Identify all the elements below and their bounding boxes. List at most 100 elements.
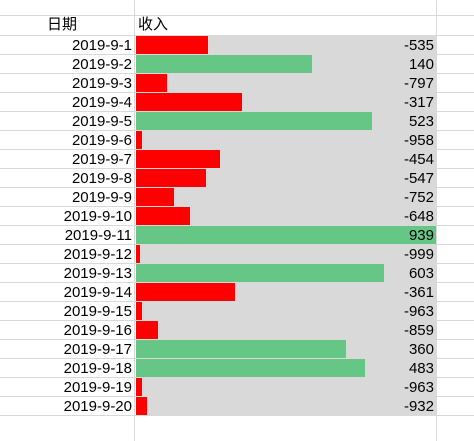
date-cell[interactable]: 2019-9-10 <box>63 208 132 225</box>
table-row[interactable]: 2019-9-7 -454 <box>0 150 474 169</box>
grid-column-line <box>134 0 135 441</box>
negative-data-bar <box>136 131 142 149</box>
table-row[interactable]: 2019-9-4 -317 <box>0 93 474 112</box>
grid-row-line <box>0 149 474 150</box>
income-cell[interactable]: -648 <box>136 207 436 225</box>
date-cell[interactable]: 2019-9-14 <box>63 284 132 301</box>
income-cell[interactable]: -859 <box>136 321 436 339</box>
table-row[interactable]: 2019-9-19 -963 <box>0 378 474 397</box>
table-row[interactable]: 2019-9-12 -999 <box>0 245 474 264</box>
negative-data-bar <box>136 188 174 206</box>
positive-data-bar <box>136 226 436 244</box>
income-value: 483 <box>408 360 434 377</box>
income-value: -797 <box>403 75 434 92</box>
income-cell[interactable]: -361 <box>136 283 436 301</box>
date-cell[interactable]: 2019-9-12 <box>63 246 132 263</box>
table-row[interactable]: 2019-9-10 -648 <box>0 207 474 226</box>
income-cell[interactable]: -999 <box>136 245 436 263</box>
income-cell[interactable]: -454 <box>136 150 436 168</box>
grid-row-line <box>0 358 474 359</box>
income-value: 603 <box>408 265 434 282</box>
table-row[interactable]: 2019-9-6 -958 <box>0 131 474 150</box>
table-row[interactable]: 2019-9-16 -859 <box>0 321 474 340</box>
date-cell[interactable]: 2019-9-1 <box>71 37 132 54</box>
date-cell[interactable]: 2019-9-13 <box>63 265 132 282</box>
date-cell[interactable]: 2019-9-16 <box>63 322 132 339</box>
income-cell[interactable]: -547 <box>136 169 436 187</box>
date-cell[interactable]: 2019-9-5 <box>71 113 132 130</box>
date-cell[interactable]: 2019-9-11 <box>64 227 132 244</box>
header-income[interactable]: 收入 <box>138 16 169 33</box>
date-cell[interactable]: 2019-9-2 <box>71 56 132 73</box>
grid-row-line <box>0 396 474 397</box>
date-cell[interactable]: 2019-9-19 <box>63 379 132 396</box>
income-cell[interactable]: -932 <box>136 397 436 415</box>
date-cell[interactable]: 2019-9-9 <box>71 189 132 206</box>
table-row[interactable]: 2019-9-13 603 <box>0 264 474 283</box>
income-value: 360 <box>408 341 434 358</box>
date-cell[interactable]: 2019-9-7 <box>71 151 132 168</box>
negative-data-bar <box>136 207 190 225</box>
income-cell[interactable]: -963 <box>136 302 436 320</box>
grid-row-line <box>0 206 474 207</box>
date-cell[interactable]: 2019-9-15 <box>63 303 132 320</box>
income-cell[interactable]: 523 <box>136 112 436 130</box>
date-cell[interactable]: 2019-9-6 <box>71 132 132 149</box>
grid-row-line <box>0 130 474 131</box>
table-row[interactable]: 2019-9-3 -797 <box>0 74 474 93</box>
positive-data-bar <box>136 264 384 282</box>
table-row[interactable]: 2019-9-15 -963 <box>0 302 474 321</box>
negative-data-bar <box>136 302 142 320</box>
date-cell[interactable]: 2019-9-18 <box>63 360 132 377</box>
income-value: -317 <box>403 94 434 111</box>
negative-data-bar <box>136 36 208 54</box>
date-cell[interactable]: 2019-9-17 <box>63 341 132 358</box>
table-row[interactable]: 2019-9-18 483 <box>0 359 474 378</box>
positive-data-bar <box>136 359 365 377</box>
income-value: 523 <box>408 113 434 130</box>
positive-data-bar <box>136 112 372 130</box>
income-value: -859 <box>403 322 434 339</box>
income-cell[interactable]: 140 <box>136 55 436 73</box>
income-cell[interactable]: 939 <box>136 226 436 244</box>
table-row[interactable]: 2019-9-17 360 <box>0 340 474 359</box>
table-row[interactable]: 2019-9-5 523 <box>0 112 474 131</box>
negative-data-bar <box>136 283 235 301</box>
income-cell[interactable]: -797 <box>136 74 436 92</box>
table-row[interactable]: 2019-9-11 939 <box>0 226 474 245</box>
grid-row-line <box>0 301 474 302</box>
table-row[interactable]: 2019-9-2 140 <box>0 55 474 74</box>
grid-row-line <box>0 73 474 74</box>
header-date[interactable]: 日期 <box>47 16 78 33</box>
negative-data-bar <box>136 169 206 187</box>
date-cell[interactable]: 2019-9-8 <box>71 170 132 187</box>
table-row[interactable]: 2019-9-14 -361 <box>0 283 474 302</box>
income-cell[interactable]: -535 <box>136 36 436 54</box>
table-row[interactable]: 2019-9-20 -932 <box>0 397 474 416</box>
negative-data-bar <box>136 74 167 92</box>
income-cell[interactable]: -752 <box>136 188 436 206</box>
income-cell[interactable]: -958 <box>136 131 436 149</box>
income-cell[interactable]: 483 <box>136 359 436 377</box>
date-cell[interactable]: 2019-9-4 <box>71 94 132 111</box>
negative-data-bar <box>136 321 158 339</box>
grid-row-line <box>0 187 474 188</box>
income-value: -963 <box>403 303 434 320</box>
date-cell[interactable]: 2019-9-3 <box>71 75 132 92</box>
income-value: 140 <box>408 56 434 73</box>
income-cell[interactable]: -317 <box>136 93 436 111</box>
income-cell[interactable]: 603 <box>136 264 436 282</box>
table-row[interactable]: 2019-9-9 -752 <box>0 188 474 207</box>
grid-row-line <box>0 244 474 245</box>
income-cell[interactable]: 360 <box>136 340 436 358</box>
negative-data-bar <box>136 245 140 263</box>
table-row[interactable]: 2019-9-1 -535 <box>0 36 474 55</box>
negative-data-bar <box>136 378 142 396</box>
date-cell[interactable]: 2019-9-20 <box>63 398 132 415</box>
income-value: -958 <box>403 132 434 149</box>
table-row[interactable]: 2019-9-8 -547 <box>0 169 474 188</box>
negative-data-bar <box>136 397 147 415</box>
income-value: -752 <box>403 189 434 206</box>
income-cell[interactable]: -963 <box>136 378 436 396</box>
